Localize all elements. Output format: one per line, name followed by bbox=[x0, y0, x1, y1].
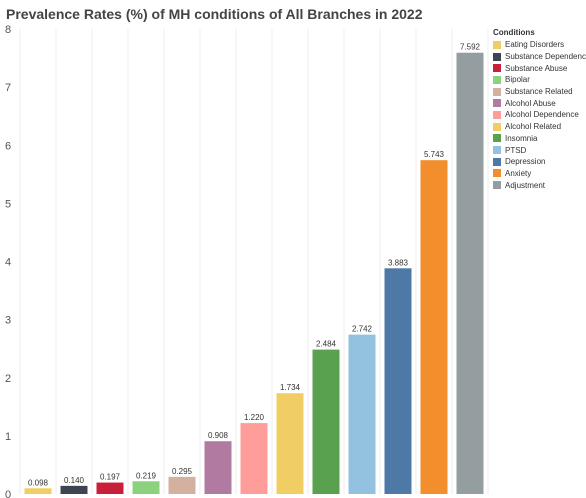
bar-value-label: 1.734 bbox=[280, 383, 301, 392]
legend-swatch bbox=[493, 75, 501, 84]
bar bbox=[168, 476, 196, 494]
bar-value-label: 0.908 bbox=[208, 431, 229, 440]
bar-value-label: 7.592 bbox=[460, 43, 481, 52]
bar-value-label: 5.743 bbox=[424, 150, 445, 159]
legend-label: PTSD bbox=[505, 145, 527, 155]
legend-label: Substance Related bbox=[505, 87, 573, 97]
legend-swatch bbox=[493, 134, 501, 143]
y-tick-label: 6 bbox=[5, 140, 11, 152]
bar bbox=[60, 485, 88, 494]
legend-item[interactable]: Anxiety bbox=[493, 168, 586, 180]
bar bbox=[204, 441, 232, 494]
bar-value-label: 2.484 bbox=[316, 340, 337, 349]
bar-value-label: 0.295 bbox=[172, 467, 193, 476]
legend-label: Insomnia bbox=[505, 133, 538, 143]
legend-title: Conditions bbox=[493, 28, 535, 37]
bar bbox=[384, 268, 412, 494]
legend-swatch bbox=[493, 64, 501, 73]
bar-value-label: 0.098 bbox=[28, 478, 49, 487]
legend-label: Bipolar bbox=[505, 75, 530, 85]
legend-label: Alcohol Related bbox=[505, 122, 562, 132]
legend-label: Alcohol Dependence bbox=[505, 110, 579, 120]
legend-label: Depression bbox=[505, 157, 546, 167]
legend-swatch bbox=[493, 110, 501, 119]
legend: Conditions Eating Disorders Substance Dep… bbox=[493, 28, 586, 191]
legend-swatch bbox=[493, 169, 501, 178]
y-tick-label: 8 bbox=[5, 24, 11, 36]
bar-value-label: 0.140 bbox=[64, 476, 85, 485]
bar bbox=[348, 334, 376, 494]
bar-value-label: 0.219 bbox=[136, 471, 157, 480]
legend-label: Eating Disorders bbox=[505, 40, 565, 50]
legend-swatch bbox=[493, 52, 501, 61]
bar-value-label: 3.883 bbox=[388, 258, 409, 267]
legend-item[interactable]: Adjustment bbox=[493, 179, 586, 191]
y-tick-label: 4 bbox=[5, 257, 11, 269]
bar bbox=[132, 481, 160, 494]
legend-item[interactable]: PTSD bbox=[493, 144, 586, 156]
legend-item[interactable]: Substance Abuse bbox=[493, 62, 586, 74]
y-tick-label: 2 bbox=[5, 373, 11, 385]
bar bbox=[276, 393, 304, 494]
legend-item[interactable]: Substance Dependence bbox=[493, 51, 586, 63]
legend-item[interactable]: Alcohol Abuse bbox=[493, 97, 586, 109]
bar bbox=[24, 488, 52, 494]
legend-swatch bbox=[493, 87, 501, 96]
bar-value-label: 2.742 bbox=[352, 325, 373, 334]
bar-value-label: 1.220 bbox=[244, 413, 265, 422]
legend-swatch bbox=[493, 146, 501, 155]
y-tick-label: 3 bbox=[5, 315, 11, 327]
legend-swatch bbox=[493, 122, 501, 131]
legend-swatch bbox=[493, 99, 501, 108]
legend-items: Eating Disorders Substance Dependence Subs… bbox=[493, 39, 586, 191]
legend-label: Alcohol Abuse bbox=[505, 98, 556, 108]
legend-item[interactable]: Alcohol Related bbox=[493, 121, 586, 133]
y-tick-label: 5 bbox=[5, 198, 11, 210]
legend-item[interactable]: Insomnia bbox=[493, 133, 586, 145]
legend-label: Adjustment bbox=[505, 180, 546, 190]
bar bbox=[240, 423, 268, 494]
legend-label: Substance Abuse bbox=[505, 63, 568, 73]
legend-item[interactable]: Depression bbox=[493, 156, 586, 168]
legend-swatch bbox=[493, 181, 501, 190]
bar bbox=[420, 160, 448, 495]
legend-item[interactable]: Alcohol Dependence bbox=[493, 109, 586, 121]
bar bbox=[96, 482, 124, 494]
legend-label: Anxiety bbox=[505, 168, 532, 178]
bar bbox=[312, 349, 340, 494]
y-tick-label: 7 bbox=[5, 82, 11, 94]
bar-value-label: 0.197 bbox=[100, 473, 121, 482]
y-tick-label: 1 bbox=[5, 431, 11, 443]
chart-title: Prevalence Rates (%) of MH conditions of… bbox=[6, 6, 423, 22]
y-tick-label: 0 bbox=[5, 489, 11, 498]
legend-item[interactable]: Eating Disorders bbox=[493, 39, 586, 51]
legend-item[interactable]: Bipolar bbox=[493, 74, 586, 86]
legend-label: Substance Dependence bbox=[505, 52, 586, 62]
bar bbox=[456, 52, 484, 495]
legend-swatch bbox=[493, 40, 501, 49]
legend-item[interactable]: Substance Related bbox=[493, 86, 586, 98]
legend-swatch bbox=[493, 157, 501, 166]
